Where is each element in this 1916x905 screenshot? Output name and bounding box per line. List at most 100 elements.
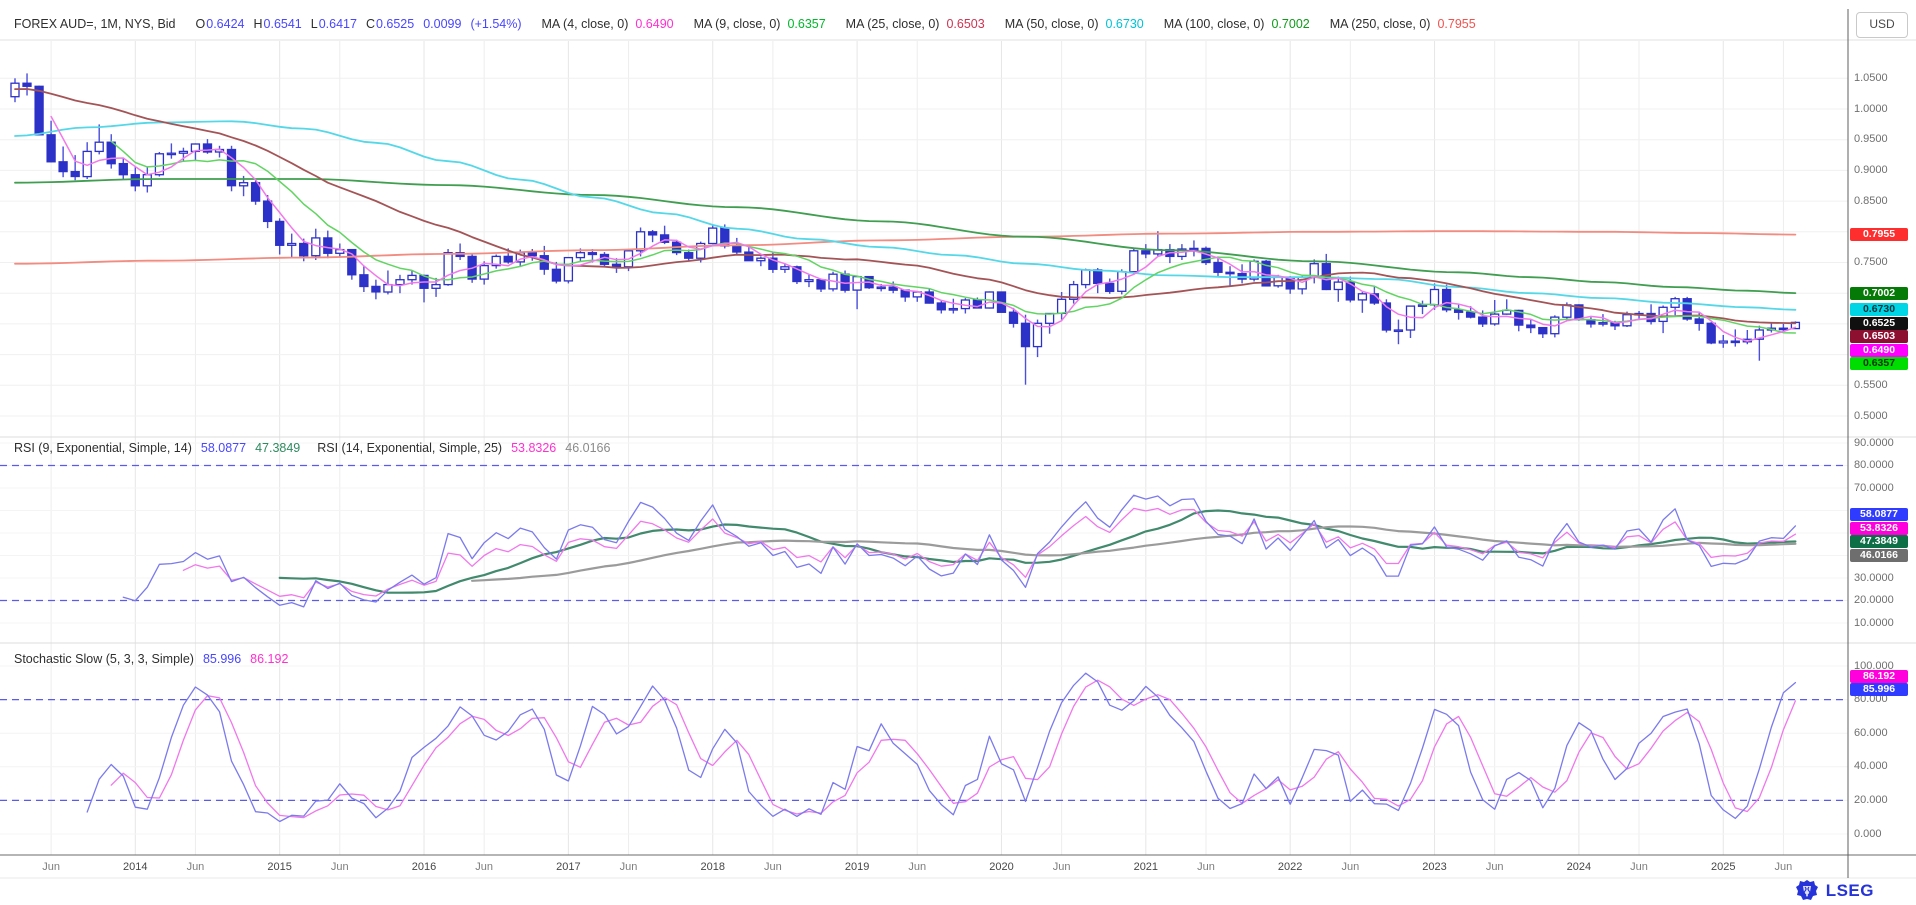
close-label: C	[365, 17, 375, 31]
open-value: 0.6424	[206, 17, 245, 31]
ma-legend-item-9[interactable]: MA (9, close, 0) 0.6357	[693, 17, 826, 31]
rsi-badge: 58.0877	[1850, 508, 1908, 522]
price-axis-label: 0.5500	[1854, 378, 1888, 391]
price-axis-label: 0.8500	[1854, 194, 1888, 207]
rsi-badge: 47.3849	[1850, 535, 1908, 549]
ma-legend-item-250[interactable]: MA (250, close, 0) 0.7955	[1329, 17, 1476, 31]
ma25-line	[14, 88, 1797, 325]
ma-legend-item-25[interactable]: MA (25, close, 0) 0.6503	[845, 17, 985, 31]
ohlc-readout: O 0.6424 H 0.6541 L 0.6417 C 0.6525 0.0099 (…	[196, 17, 522, 31]
rsi-layer	[122, 494, 1797, 608]
currency-selector-button[interactable]: USD	[1856, 12, 1908, 38]
moving-averages-layer	[14, 88, 1797, 342]
rsi14-signal-line	[471, 525, 1797, 582]
stoch-axis-label: 40.000	[1854, 760, 1888, 773]
rsi1-value: 58.0877	[200, 441, 247, 455]
stoch-title: Stochastic Slow (5, 3, 3, Simple)	[14, 652, 194, 666]
price-axis-label: 1.0000	[1854, 102, 1888, 115]
lseg-crest-icon	[1795, 880, 1818, 900]
time-axis-label: Jun	[619, 861, 638, 873]
chart-header: FOREX AUD=, 1M, NYS, Bid O 0.6424 H 0.6541…	[0, 9, 1854, 39]
stochastic-layer	[86, 672, 1797, 823]
rsi14-line	[182, 507, 1797, 599]
high-label: H	[253, 17, 263, 31]
rsi2-signal-value: 46.0166	[565, 441, 611, 455]
provider-logo: LSEG	[1794, 878, 1874, 904]
time-axis-label: Jun	[1052, 861, 1071, 873]
ma9-line	[110, 140, 1797, 334]
ma250-line	[14, 230, 1797, 265]
price-badge: 0.7002	[1850, 286, 1908, 300]
stoch-badge: 86.192	[1850, 669, 1908, 683]
time-axis-label: Jun	[1341, 861, 1360, 873]
rsi9-line	[122, 494, 1797, 608]
time-axis-label: Jun	[186, 861, 205, 873]
stochastic-indicator-label[interactable]: Stochastic Slow (5, 3, 3, Simple) 85.996…	[14, 652, 288, 666]
ma4-line	[50, 115, 1797, 342]
time-axis-label: Jun	[330, 861, 349, 873]
time-axis-label: Jun	[764, 861, 782, 873]
time-axis-label: 2016	[411, 861, 437, 873]
stoch-badge: 85.996	[1850, 683, 1908, 697]
time-axis-label: 2025	[1711, 861, 1736, 873]
rsi1-signal-value: 47.3849	[255, 441, 301, 455]
price-badge: 0.6357	[1850, 357, 1908, 371]
ma-legend-item-50[interactable]: MA (50, close, 0) 0.6730	[1004, 17, 1144, 31]
open-label: O	[195, 17, 206, 31]
price-axis-label: 0.5000	[1854, 409, 1888, 422]
stoch-k-line	[86, 672, 1797, 823]
time-axis-label: Jun	[475, 861, 494, 873]
price-badge: 0.6503	[1850, 330, 1908, 344]
stoch-axis-label: 80.000	[1854, 693, 1888, 706]
close-value: 0.6525	[375, 17, 415, 31]
stoch-axis-label: 60.000	[1854, 726, 1888, 739]
change-value: 0.0099	[423, 17, 462, 31]
ma50-line	[14, 120, 1797, 311]
ma-legend-item-100[interactable]: MA (100, close, 0) 0.7002	[1163, 17, 1310, 31]
rsi-axis-label: 70.0000	[1854, 481, 1894, 494]
instrument-title[interactable]: FOREX AUD=, 1M, NYS, Bid	[14, 17, 176, 31]
stoch-k-value: 85.996	[202, 652, 242, 666]
stoch-axis-label: 100.000	[1854, 659, 1894, 672]
low-label: L	[310, 17, 318, 31]
price-axis-label: 0.9000	[1854, 163, 1888, 176]
lseg-logo-text: LSEG	[1825, 881, 1874, 900]
time-axis-label: Jun	[42, 861, 60, 873]
time-axis-label: 2023	[1422, 861, 1447, 873]
time-axis-label: 2024	[1566, 861, 1592, 873]
stoch-axis-label: 20.000	[1854, 793, 1888, 806]
price-badge: 0.6490	[1850, 343, 1908, 357]
price-badge: 0.6730	[1850, 303, 1908, 317]
rsi2-title: RSI (14, Exponential, Simple, 25)	[317, 441, 503, 455]
rsi-axis-label: 10.0000	[1854, 616, 1894, 629]
stoch-d-line	[110, 679, 1797, 819]
ma-legend-item-4[interactable]: MA (4, close, 0) 0.6490	[541, 17, 674, 31]
rsi9-signal-line	[278, 509, 1797, 594]
stoch-axis-label: 0.000	[1854, 827, 1882, 840]
price-axis-label: 1.0500	[1854, 71, 1888, 84]
time-axis-label: 2014	[123, 861, 148, 873]
time-axis-label: Jun	[1774, 861, 1793, 873]
time-axis-label: 2018	[700, 861, 725, 873]
rsi-badge: 53.8326	[1850, 521, 1908, 535]
rsi2-value: 53.8326	[511, 441, 557, 455]
time-axis-label: 2015	[267, 861, 292, 873]
rsi-indicator-label[interactable]: RSI (9, Exponential, Simple, 14) 58.0877…	[14, 441, 610, 455]
rsi1-title: RSI (9, Exponential, Simple, 14)	[14, 441, 192, 455]
rsi-axis-label: 90.0000	[1854, 436, 1894, 449]
price-badge: 0.7955	[1850, 228, 1908, 242]
time-axis-label: 2017	[556, 861, 581, 873]
time-axis-label: Jun	[908, 861, 927, 873]
time-axis-label: 2021	[1133, 861, 1159, 873]
rsi-axis-label: 30.0000	[1854, 571, 1894, 584]
ma100-line	[14, 178, 1797, 294]
price-axis-label: 0.7500	[1854, 256, 1888, 268]
time-axis-label: 2020	[989, 861, 1014, 873]
price-badge: 0.6525	[1850, 316, 1908, 330]
low-value: 0.6417	[318, 17, 357, 31]
time-axis-label: Jun	[1485, 861, 1504, 873]
price-axis-label: 0.9500	[1854, 133, 1888, 146]
rsi-axis-label: 80.0000	[1854, 459, 1894, 471]
